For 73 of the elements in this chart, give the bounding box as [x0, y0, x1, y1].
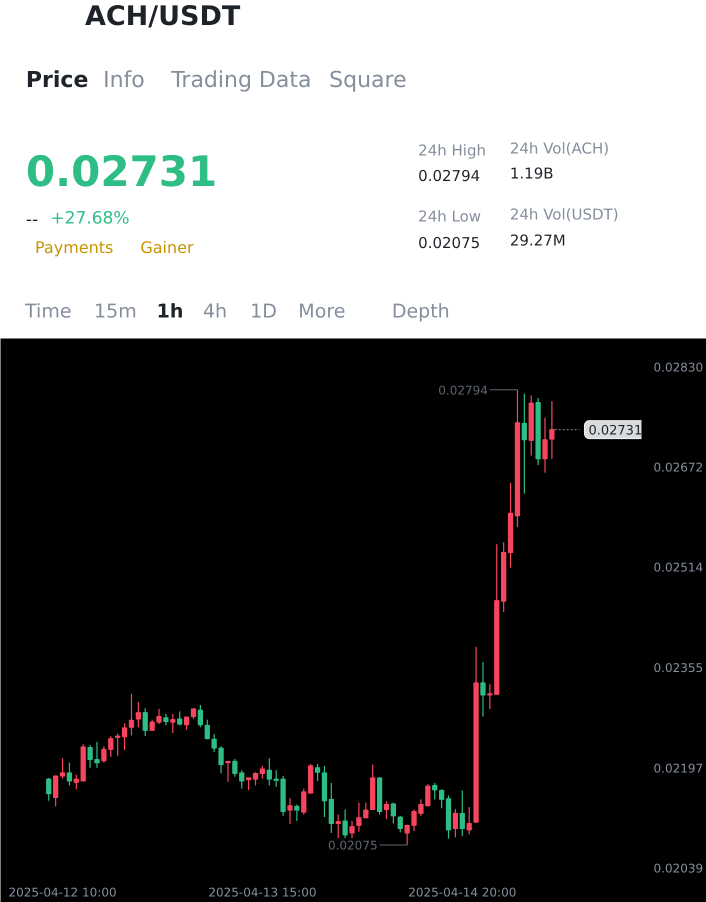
- candlestick: [287, 798, 293, 825]
- candlestick: [342, 808, 348, 839]
- candlestick: [212, 734, 217, 753]
- text: 1h: [156, 300, 184, 322]
- text: 0.02731: [26, 147, 218, 196]
- text: --: [26, 210, 38, 230]
- candlestick: [177, 710, 182, 726]
- candlestick: [549, 400, 555, 460]
- candlestick: [218, 746, 224, 774]
- text: Gainer: [140, 238, 194, 257]
- annotation: 0.02731: [588, 424, 642, 439]
- candlestick: [225, 760, 231, 782]
- candlestick: [336, 814, 341, 839]
- candlestick: [384, 800, 390, 820]
- text: Depth: [392, 300, 450, 322]
- x-tick-label: 2025-04-14 20:00: [408, 886, 516, 900]
- text: 0.02794: [418, 167, 480, 185]
- candlestick: [452, 808, 458, 838]
- text: Payments: [35, 238, 114, 257]
- candlestick: [204, 719, 210, 740]
- candlestick: [136, 701, 141, 728]
- y-tick-label: 0.02514: [654, 560, 704, 575]
- y-tick-label: 0.02197: [654, 761, 704, 776]
- text: Price: [26, 68, 88, 93]
- text: 1.19B: [510, 164, 554, 182]
- candlestick: [66, 762, 72, 786]
- x-tick-label: 2025-04-13 15:00: [208, 886, 316, 900]
- x-tick-label: 2025-04-12 10:00: [8, 886, 117, 900]
- y-tick-label: 0.02039: [654, 861, 704, 876]
- y-tick-label: 0.02830: [654, 360, 704, 374]
- text: 24h Vol(USDT): [510, 206, 619, 224]
- candlestick: [260, 765, 266, 780]
- text: +27.68%: [50, 208, 130, 228]
- candlestick: [163, 713, 169, 726]
- text: Time: [24, 300, 72, 322]
- candlestick: [404, 824, 410, 846]
- candlestick: [432, 782, 438, 800]
- candlestick: [128, 693, 134, 736]
- candlestick: [294, 804, 300, 822]
- text: 0.02075: [418, 234, 480, 252]
- candlestick: [87, 744, 93, 768]
- text: 15m: [94, 300, 137, 322]
- text: Trading Data: [170, 68, 312, 93]
- candlestick: [349, 820, 355, 839]
- candlestick: [522, 392, 527, 494]
- annotation: 0.02794: [438, 383, 488, 398]
- text: 29.27M: [510, 232, 566, 250]
- candlestick: [466, 806, 472, 835]
- text: 24h High: [418, 142, 486, 160]
- candlestick: [398, 815, 403, 833]
- candlestick: [480, 661, 486, 718]
- candlestick: [460, 790, 465, 837]
- chart-title: ACH/USDT: [84, 1, 241, 32]
- candlestick: [542, 417, 548, 474]
- text: 24h Low: [418, 208, 482, 226]
- text: 4h: [202, 300, 228, 322]
- candlestick: [142, 708, 148, 737]
- candlestick: [411, 808, 417, 832]
- text: Square: [329, 68, 407, 93]
- candlestick: [46, 777, 52, 802]
- y-tick-label: 0.02355: [654, 661, 704, 676]
- candlestick: [198, 704, 204, 728]
- text: 24h Vol(ACH): [510, 140, 610, 158]
- candlestick: [314, 763, 320, 782]
- candlestick: [184, 716, 190, 730]
- candlestick: [170, 713, 176, 734]
- text: 1D: [250, 300, 277, 322]
- y-tick-label: 0.02672: [654, 460, 704, 475]
- candlestick: [94, 741, 100, 768]
- text: More: [298, 300, 346, 322]
- candlestick: [390, 802, 396, 824]
- annotation: 0.02075: [328, 838, 378, 853]
- text: Info: [103, 68, 145, 93]
